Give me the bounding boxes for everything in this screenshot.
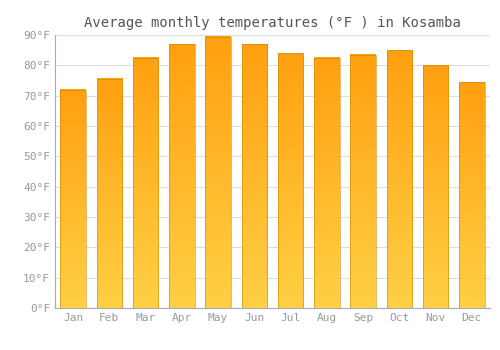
Bar <box>314 58 340 308</box>
Bar <box>133 58 158 308</box>
Bar <box>206 36 231 308</box>
Bar <box>423 65 448 308</box>
Bar <box>386 50 412 308</box>
Bar <box>242 44 267 308</box>
Bar <box>169 44 194 308</box>
Bar <box>96 79 122 308</box>
Bar <box>350 55 376 308</box>
Bar <box>278 53 303 308</box>
Bar <box>459 82 484 308</box>
Bar <box>60 90 86 308</box>
Title: Average monthly temperatures (°F ) in Kosamba: Average monthly temperatures (°F ) in Ko… <box>84 16 461 30</box>
